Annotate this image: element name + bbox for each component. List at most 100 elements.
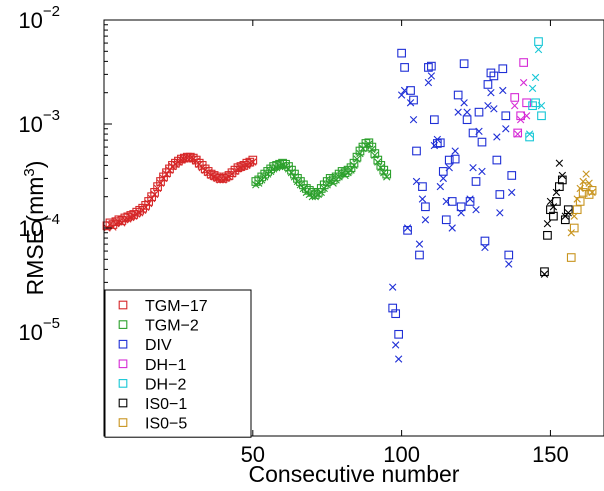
data-point-cross — [439, 174, 447, 183]
data-point-square — [477, 137, 487, 147]
data-point-cross — [531, 73, 540, 82]
data-point-cross — [383, 173, 391, 181]
data-point-cross — [430, 141, 439, 150]
data-point-square — [418, 182, 427, 191]
data-point-cross — [519, 78, 528, 87]
y-axis-label-superscript: 3 — [21, 168, 38, 176]
data-point-square — [388, 303, 398, 313]
data-point-square — [474, 107, 484, 117]
data-point-cross — [290, 173, 299, 181]
data-point-cross — [570, 212, 578, 220]
y-tick-label: 10−3 — [18, 107, 60, 137]
legend-marker — [118, 339, 128, 349]
data-point-cross — [576, 184, 584, 193]
data-point-cross — [436, 182, 444, 191]
legend-label: IS0−5 — [145, 416, 187, 433]
data-point-square — [105, 218, 115, 228]
data-point-square — [447, 197, 457, 206]
data-point-cross — [150, 190, 159, 199]
data-point-cross — [472, 205, 480, 214]
data-point-cross — [389, 283, 397, 291]
legend-marker — [118, 398, 128, 408]
data-point-square — [513, 128, 523, 138]
data-point-square — [543, 230, 552, 240]
data-point-cross — [365, 140, 373, 148]
data-point-cross — [391, 341, 400, 349]
data-point-cross — [585, 179, 593, 187]
data-point-square — [430, 115, 439, 125]
y-tick-label: 10−4 — [18, 211, 60, 241]
data-point-square — [245, 157, 255, 167]
data-point-cross — [484, 101, 492, 110]
data-point-cross — [317, 188, 325, 197]
data-point-square — [409, 95, 418, 105]
data-point-square — [400, 63, 409, 72]
data-point-cross — [249, 158, 257, 166]
data-point-square — [438, 167, 448, 176]
legend-box — [104, 289, 252, 438]
data-point-cross — [403, 224, 412, 232]
data-point-square — [507, 171, 517, 180]
data-point-square — [489, 71, 499, 81]
data-point-cross — [350, 161, 358, 170]
data-point-cross — [433, 135, 442, 144]
data-point-cross — [493, 133, 501, 141]
data-point-cross — [555, 159, 564, 167]
data-point-cross — [466, 195, 474, 203]
data-point-cross — [183, 154, 192, 162]
data-point-cross — [502, 125, 510, 133]
data-point-cross — [448, 224, 456, 232]
data-point-cross — [377, 164, 385, 172]
y-axis-label: RMSE (mm3) — [21, 161, 48, 296]
data-point-square — [546, 205, 555, 215]
data-point-square — [188, 153, 198, 163]
data-point-cross — [347, 166, 355, 174]
data-point-square — [459, 59, 469, 69]
data-point-cross — [475, 127, 483, 136]
data-point-square — [391, 309, 401, 319]
data-point-square — [522, 98, 531, 108]
data-point-square — [427, 61, 436, 71]
data-point-square — [153, 182, 162, 191]
data-point-square — [233, 163, 243, 173]
data-point-cross — [421, 216, 430, 224]
data-point-cross — [394, 355, 403, 363]
series-TGM−2 — [251, 138, 392, 201]
data-point-square — [528, 101, 537, 111]
data-point-square — [504, 250, 514, 260]
data-point-square — [480, 236, 490, 246]
data-point-cross — [528, 84, 537, 93]
data-point-cross — [505, 260, 513, 268]
data-point-square — [114, 215, 124, 225]
x-axis-label: Consecutive number — [249, 461, 460, 487]
data-point-square — [177, 154, 186, 164]
data-point-cross — [442, 197, 450, 206]
legend-marker — [118, 300, 128, 310]
data-point-cross — [588, 188, 596, 197]
data-point-cross — [374, 158, 382, 166]
data-point-square — [441, 215, 451, 225]
data-point-cross — [159, 174, 168, 183]
data-point-cross — [153, 184, 162, 193]
series-DH−2 — [525, 37, 546, 142]
data-point-cross — [299, 184, 308, 193]
y-axis-label-close: ) — [22, 161, 48, 169]
legend-label: TGM−2 — [145, 318, 199, 335]
legend-label: IS0−1 — [145, 396, 187, 413]
series-TGM−17 — [102, 152, 258, 232]
data-point-cross — [144, 199, 153, 208]
data-point-square — [144, 197, 153, 206]
x-tick-label: 50 — [241, 442, 265, 467]
data-point-square — [352, 152, 362, 162]
data-point-cross — [460, 99, 468, 107]
data-point-square — [456, 202, 466, 212]
data-point-square — [510, 93, 520, 102]
data-point-cross — [371, 151, 379, 159]
data-point-square — [450, 154, 460, 164]
data-point-cross — [284, 165, 293, 173]
data-point-square — [471, 177, 481, 186]
data-point-cross — [380, 169, 388, 177]
data-point-cross — [534, 45, 543, 54]
data-point-cross — [546, 197, 555, 206]
